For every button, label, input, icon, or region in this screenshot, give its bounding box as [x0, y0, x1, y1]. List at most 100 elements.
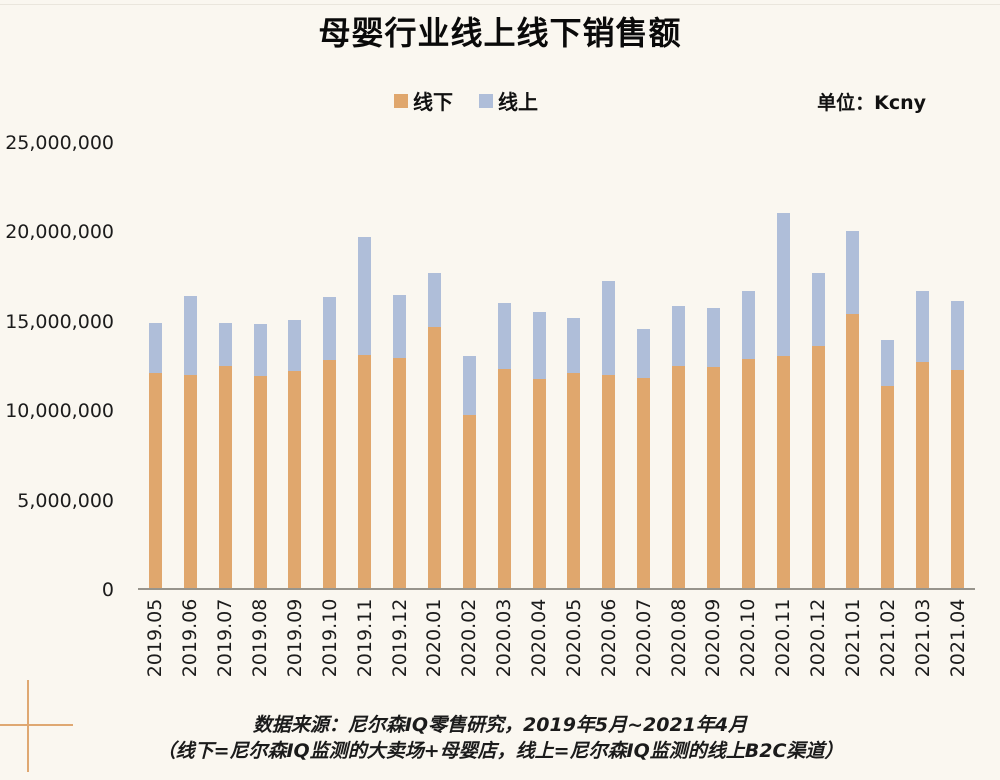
bar-segment-online — [951, 301, 965, 370]
x-tick-label: 2020.01 — [423, 598, 446, 678]
bar-segment-offline — [741, 359, 755, 588]
bar — [741, 291, 755, 588]
bar-segment-offline — [602, 375, 616, 588]
bar — [497, 302, 511, 588]
x-tick-label: 2020.07 — [632, 598, 655, 678]
bar-segment-offline — [776, 355, 790, 588]
bar-segment-online — [288, 319, 302, 371]
bar-segment-online — [148, 323, 162, 374]
bar-segment-online — [672, 305, 686, 367]
bar-segment-online — [253, 324, 267, 377]
x-tick-label: 2019.07 — [214, 598, 237, 678]
bar-segment-online — [811, 273, 825, 346]
bar-segment-offline — [567, 372, 581, 588]
bar — [253, 324, 267, 588]
x-tick-label: 2019.12 — [388, 598, 411, 678]
plot-area — [138, 143, 975, 590]
bar-segment-offline — [253, 376, 267, 588]
bar-segment-online — [218, 323, 232, 367]
x-tick-label: 2020.05 — [562, 598, 585, 678]
bar-segment-offline — [672, 366, 686, 588]
bar-segment-offline — [218, 366, 232, 588]
bar — [148, 323, 162, 588]
legend-label: 线上 — [498, 90, 538, 114]
bar — [393, 294, 407, 588]
x-tick-label: 2020.04 — [528, 598, 551, 678]
x-tick-label: 2020.09 — [702, 598, 725, 678]
bar — [602, 281, 616, 588]
bar-segment-offline — [183, 375, 197, 588]
legend-item: 线下 — [394, 86, 453, 115]
bar — [427, 273, 441, 588]
top-hairline — [0, 4, 1000, 5]
bar-segment-offline — [916, 361, 930, 588]
decorative-cross-horizontal — [0, 724, 73, 726]
bar — [218, 323, 232, 588]
bar — [881, 340, 895, 588]
x-tick-label: 2020.11 — [772, 598, 795, 678]
bar-segment-online — [881, 340, 895, 386]
bar-segment-offline — [811, 345, 825, 588]
bar-segment-offline — [427, 326, 441, 588]
bar-segment-online — [776, 213, 790, 356]
x-axis-labels: 2019.05 2019.06 2019.07 2019.08 2019.09 2019.… — [138, 592, 975, 692]
x-tick-label: 2021.04 — [946, 598, 969, 678]
bar — [358, 236, 372, 588]
legend-swatch-icon — [394, 93, 408, 108]
legend-item: 线上 — [479, 86, 538, 115]
bar-segment-offline — [462, 414, 476, 588]
decorative-cross-vertical — [27, 680, 29, 772]
bar-segment-online — [462, 356, 476, 415]
source-footer: 数据来源：尼尔森IQ零售研究，2019年5月~2021年4月 （线下=尼尔森IQ… — [0, 712, 1000, 764]
x-tick-label: 2021.03 — [911, 598, 934, 678]
bar — [288, 319, 302, 588]
x-tick-label: 2019.05 — [144, 598, 167, 678]
source-footer-line2: （线下=尼尔森IQ监测的大卖场+母婴店，线上=尼尔森IQ监测的线上B2C渠道） — [156, 740, 844, 762]
x-tick-label: 2019.11 — [353, 598, 376, 678]
y-tick-label: 5,000,000 — [17, 489, 114, 512]
bar-segment-online — [183, 295, 197, 376]
x-tick-label: 2021.01 — [841, 598, 864, 678]
x-tick-label: 2019.06 — [179, 598, 202, 678]
x-tick-label: 2020.12 — [807, 598, 830, 678]
bar — [183, 295, 197, 588]
bar — [637, 328, 651, 588]
bar — [567, 318, 581, 588]
y-tick-label: 25,000,000 — [5, 132, 114, 154]
unit-label: 单位：Kcny — [817, 92, 926, 114]
bar — [706, 308, 720, 588]
bar-segment-offline — [393, 358, 407, 588]
bar-segment-offline — [706, 367, 720, 588]
x-tick-label: 2020.03 — [493, 598, 516, 678]
bar-segment-online — [393, 294, 407, 359]
bar — [951, 301, 965, 588]
x-tick-label: 2019.08 — [249, 598, 272, 678]
bar-segment-offline — [497, 368, 511, 588]
bar-segment-online — [567, 318, 581, 373]
x-tick-label: 2021.02 — [876, 598, 899, 678]
bar-segment-online — [706, 308, 720, 368]
legend-swatch-icon — [479, 93, 493, 108]
x-tick-label: 2019.09 — [283, 598, 306, 678]
bar-segment-offline — [358, 354, 372, 588]
y-tick-label: 20,000,000 — [5, 221, 114, 244]
bar-segment-offline — [846, 314, 860, 588]
y-tick-label: 10,000,000 — [5, 400, 114, 423]
y-tick-label: 15,000,000 — [5, 310, 114, 333]
source-footer-line1: 数据来源：尼尔森IQ零售研究，2019年5月~2021年4月 — [252, 714, 748, 736]
x-tick-label: 2020.10 — [737, 598, 760, 678]
x-tick-label: 2020.06 — [597, 598, 620, 678]
bar — [916, 291, 930, 588]
bar — [672, 305, 686, 589]
bar-segment-online — [323, 297, 337, 361]
y-tick-label: 0 — [101, 579, 114, 601]
bar-segment-online — [358, 236, 372, 355]
bar-segment-offline — [881, 385, 895, 588]
bar-segment-online — [532, 311, 546, 379]
bar — [532, 311, 546, 588]
y-axis-labels: 0 5,000,000 10,000,000 15,000,000 20,000,000… — [0, 132, 114, 601]
legend-label: 线下 — [413, 90, 453, 114]
bar-segment-offline — [323, 360, 337, 588]
x-tick-label: 2020.08 — [667, 598, 690, 678]
bar — [323, 297, 337, 588]
